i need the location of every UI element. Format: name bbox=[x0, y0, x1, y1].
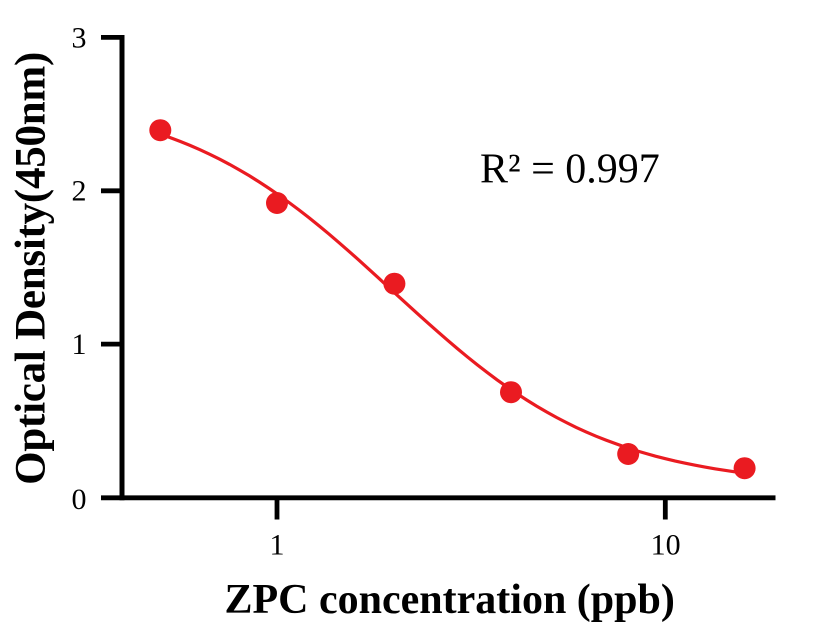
svg-text:0: 0 bbox=[72, 483, 87, 516]
svg-text:2: 2 bbox=[72, 175, 87, 208]
svg-text:ZPC concentration (ppb): ZPC concentration (ppb) bbox=[225, 577, 675, 623]
svg-text:10: 10 bbox=[651, 528, 681, 561]
svg-text:1: 1 bbox=[270, 528, 285, 561]
svg-text:Optical Density(450nm): Optical Density(450nm) bbox=[8, 52, 55, 485]
svg-text:R² = 0.997: R² = 0.997 bbox=[480, 147, 660, 193]
svg-text:3: 3 bbox=[72, 21, 87, 54]
svg-text:1: 1 bbox=[72, 328, 87, 361]
